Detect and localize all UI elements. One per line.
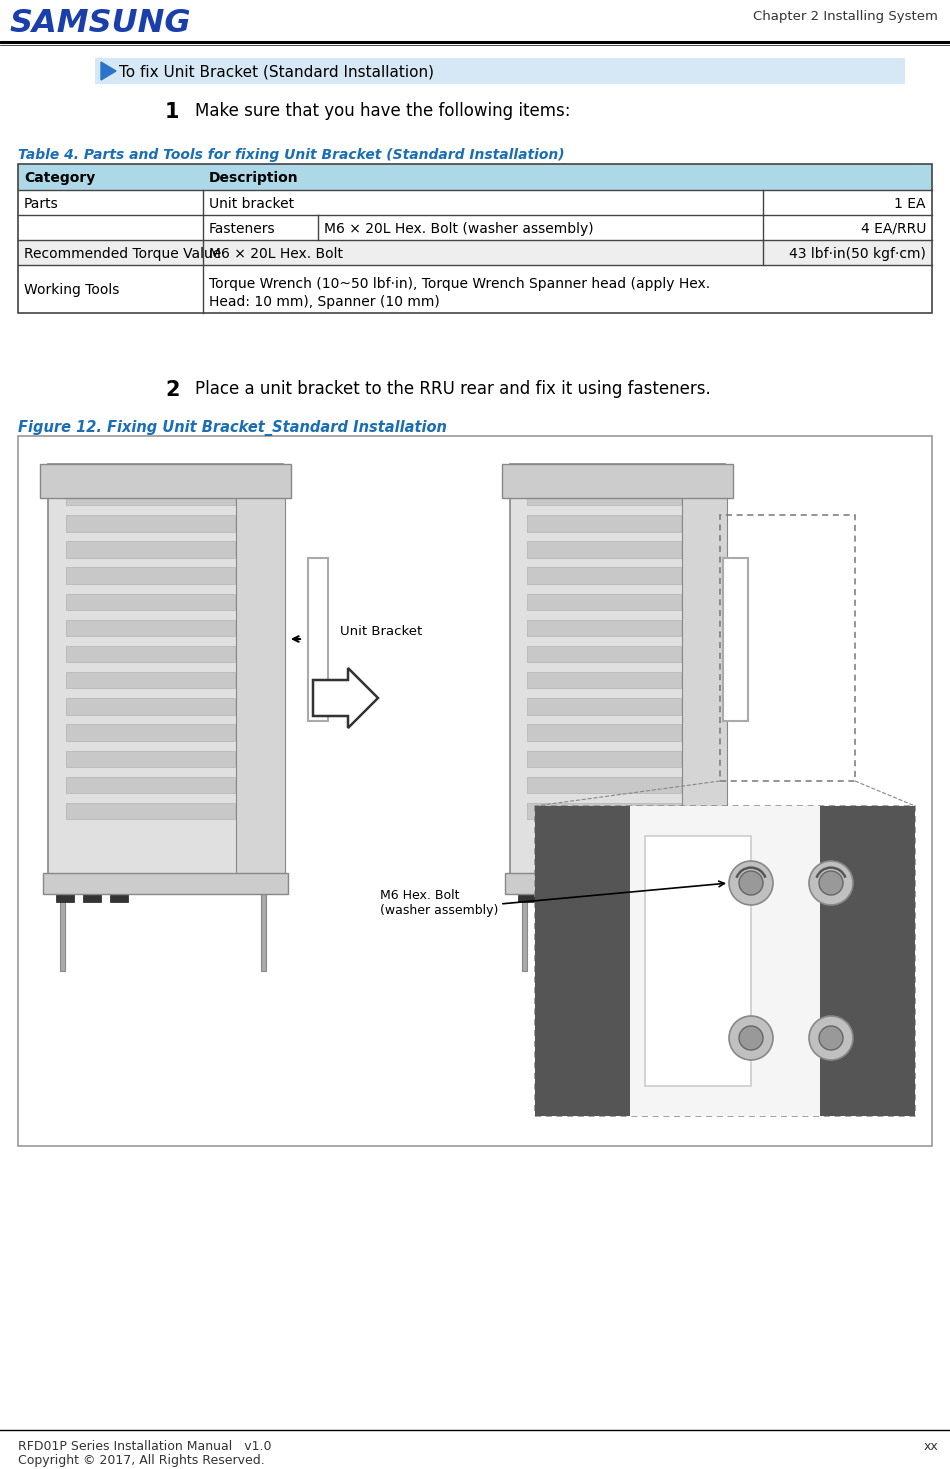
Circle shape: [739, 1025, 763, 1050]
Circle shape: [819, 871, 843, 895]
Circle shape: [739, 871, 763, 895]
Text: xx: xx: [923, 1440, 938, 1453]
Text: Head: 10 mm), Spanner (10 mm): Head: 10 mm), Spanner (10 mm): [209, 295, 440, 308]
Bar: [48, 464, 283, 895]
Bar: [66, 777, 235, 793]
Bar: [66, 804, 235, 820]
Text: Make sure that you have the following items:: Make sure that you have the following it…: [195, 101, 571, 120]
Text: 4 EA/RRU: 4 EA/RRU: [861, 222, 926, 235]
Bar: [66, 751, 235, 767]
Text: Copyright © 2017, All Rights Reserved.: Copyright © 2017, All Rights Reserved.: [18, 1454, 265, 1468]
Bar: [535, 806, 915, 1116]
Bar: [110, 895, 128, 902]
Bar: [66, 516, 235, 532]
Circle shape: [729, 861, 773, 905]
Bar: [572, 895, 590, 902]
Bar: [40, 464, 291, 498]
Bar: [308, 558, 328, 721]
Text: SAMSUNG: SAMSUNG: [10, 7, 192, 40]
Text: Working Tools: Working Tools: [24, 284, 120, 297]
Bar: [527, 567, 681, 583]
Bar: [18, 264, 932, 313]
Bar: [203, 214, 932, 239]
Bar: [56, 895, 74, 902]
Bar: [527, 593, 681, 610]
Text: 1 EA: 1 EA: [895, 197, 926, 210]
Bar: [535, 806, 630, 1116]
Bar: [66, 567, 235, 583]
Bar: [66, 724, 235, 740]
Bar: [630, 806, 820, 1116]
Bar: [527, 646, 681, 663]
Bar: [527, 620, 681, 636]
Text: Recommended Torque Value: Recommended Torque Value: [24, 247, 221, 260]
Bar: [18, 239, 932, 264]
Bar: [83, 895, 101, 902]
Circle shape: [809, 1017, 853, 1061]
Text: 2: 2: [165, 380, 180, 400]
Text: Fasteners: Fasteners: [209, 222, 276, 235]
Bar: [18, 165, 932, 313]
Bar: [66, 673, 235, 689]
Bar: [236, 469, 285, 889]
Bar: [502, 464, 733, 498]
Text: To fix Unit Bracket (Standard Installation): To fix Unit Bracket (Standard Installati…: [119, 65, 434, 79]
Bar: [527, 751, 681, 767]
Text: Torque Wrench (10~50 lbf·in), Torque Wrench Spanner head (apply Hex.: Torque Wrench (10~50 lbf·in), Torque Wre…: [209, 278, 710, 291]
Circle shape: [729, 1017, 773, 1061]
Bar: [522, 895, 527, 971]
Bar: [682, 469, 727, 889]
Text: Description: Description: [209, 170, 298, 185]
Bar: [527, 541, 681, 558]
Circle shape: [819, 1025, 843, 1050]
Bar: [527, 673, 681, 689]
Text: Parts: Parts: [24, 197, 59, 210]
Bar: [820, 806, 915, 1116]
Bar: [723, 558, 748, 721]
Text: 43 lbf·in(50 kgf·cm): 43 lbf·in(50 kgf·cm): [789, 247, 926, 260]
Bar: [505, 873, 730, 895]
Polygon shape: [101, 62, 116, 79]
Bar: [43, 873, 288, 895]
Bar: [261, 895, 266, 971]
Text: M6 × 20L Hex. Bolt: M6 × 20L Hex. Bolt: [209, 247, 343, 260]
Text: Unit Bracket: Unit Bracket: [340, 624, 422, 638]
Bar: [66, 646, 235, 663]
Bar: [527, 489, 681, 505]
Bar: [66, 541, 235, 558]
Bar: [527, 804, 681, 820]
Text: M6 × 20L Hex. Bolt (washer assembly): M6 × 20L Hex. Bolt (washer assembly): [324, 222, 594, 235]
Bar: [720, 516, 855, 782]
Polygon shape: [313, 668, 378, 729]
Text: Unit bracket: Unit bracket: [209, 197, 294, 210]
Bar: [527, 777, 681, 793]
Bar: [703, 895, 708, 971]
Bar: [527, 724, 681, 740]
Bar: [527, 516, 681, 532]
Bar: [545, 895, 563, 902]
Bar: [66, 620, 235, 636]
Text: M6 Hex. Bolt
(washer assembly): M6 Hex. Bolt (washer assembly): [380, 889, 499, 917]
Bar: [95, 57, 905, 84]
Text: Category: Category: [24, 170, 95, 185]
Text: Figure 12. Fixing Unit Bracket_Standard Installation: Figure 12. Fixing Unit Bracket_Standard …: [18, 420, 446, 436]
Bar: [18, 190, 932, 214]
Bar: [518, 895, 536, 902]
Bar: [510, 464, 725, 895]
Bar: [66, 489, 235, 505]
Bar: [18, 436, 932, 1146]
Bar: [60, 895, 65, 971]
Bar: [66, 593, 235, 610]
Circle shape: [809, 861, 853, 905]
Text: 1: 1: [165, 101, 180, 122]
Bar: [527, 698, 681, 714]
Text: Table 4. Parts and Tools for fixing Unit Bracket (Standard Installation): Table 4. Parts and Tools for fixing Unit…: [18, 148, 564, 162]
Text: Chapter 2 Installing System: Chapter 2 Installing System: [753, 10, 938, 24]
Text: RFD01P Series Installation Manual   v1.0: RFD01P Series Installation Manual v1.0: [18, 1440, 272, 1453]
Bar: [18, 165, 932, 190]
Text: Place a unit bracket to the RRU rear and fix it using fasteners.: Place a unit bracket to the RRU rear and…: [195, 380, 711, 398]
Bar: [645, 836, 751, 1086]
Bar: [66, 698, 235, 714]
